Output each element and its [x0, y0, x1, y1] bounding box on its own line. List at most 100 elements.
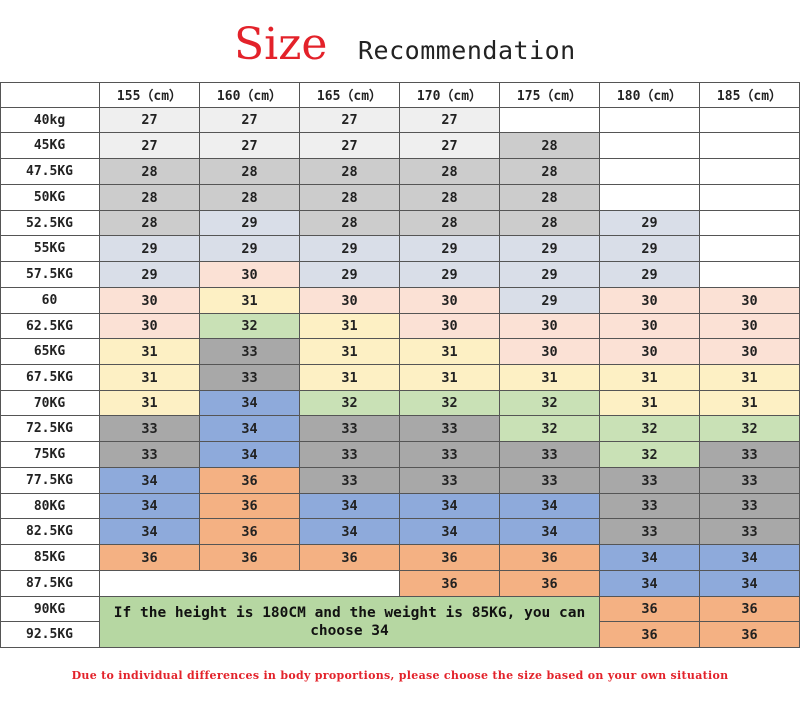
size-cell: 31 [600, 365, 700, 391]
size-cell: 29 [500, 288, 600, 314]
size-table: 155（cm） 160（cm） 165（cm） 170（cm） 175（cm） 180（c… [0, 82, 800, 648]
size-cell: 32 [200, 314, 300, 339]
size-cell: 32 [600, 442, 700, 468]
empty-cell [600, 159, 700, 185]
size-cell: 28 [400, 185, 500, 211]
recommendation-note: If the height is 180CM and the weight is… [100, 597, 600, 648]
height-header: 180（cm） [600, 82, 700, 108]
size-cell: 34 [400, 494, 500, 519]
size-cell: 30 [500, 314, 600, 339]
size-cell: 29 [600, 211, 700, 236]
size-cell: 36 [400, 545, 500, 571]
size-cell: 32 [500, 391, 600, 416]
size-cell: 34 [200, 391, 300, 416]
size-cell: 27 [200, 108, 300, 133]
size-cell: 36 [100, 545, 200, 571]
size-cell: 31 [600, 391, 700, 416]
size-cell: 29 [300, 236, 400, 262]
size-cell: 27 [100, 133, 200, 159]
size-cell: 31 [300, 339, 400, 365]
weight-label: 47.5KG [0, 159, 100, 185]
size-cell: 31 [700, 391, 800, 416]
size-cell: 34 [100, 519, 200, 545]
size-cell: 33 [300, 442, 400, 468]
size-cell: 30 [500, 339, 600, 365]
size-cell: 36 [700, 622, 800, 648]
size-cell: 33 [300, 416, 400, 442]
weight-label: 65KG [0, 339, 100, 365]
weight-label: 55KG [0, 236, 100, 262]
weight-label: 50KG [0, 185, 100, 211]
size-cell: 33 [400, 416, 500, 442]
size-cell: 30 [600, 339, 700, 365]
size-cell: 33 [600, 468, 700, 494]
height-header: 165（cm） [300, 82, 400, 108]
weight-label: 45KG [0, 133, 100, 159]
size-cell: 36 [200, 468, 300, 494]
size-cell: 30 [700, 339, 800, 365]
size-cell: 31 [100, 365, 200, 391]
empty-cell [700, 185, 800, 211]
size-cell: 28 [400, 211, 500, 236]
size-cell: 30 [400, 288, 500, 314]
size-cell: 36 [600, 597, 700, 622]
footer-disclaimer: Due to individual differences in body pr… [71, 668, 729, 682]
size-cell: 34 [100, 468, 200, 494]
size-cell: 30 [100, 288, 200, 314]
size-cell: 30 [700, 314, 800, 339]
empty-cell [700, 108, 800, 133]
size-cell: 33 [700, 519, 800, 545]
empty-cell [100, 571, 400, 597]
size-cell: 30 [200, 262, 300, 288]
table-corner [0, 82, 100, 108]
size-cell: 33 [400, 468, 500, 494]
size-cell: 36 [400, 571, 500, 597]
size-cell: 28 [500, 159, 600, 185]
size-cell: 33 [100, 442, 200, 468]
size-cell: 31 [100, 391, 200, 416]
size-cell: 34 [400, 519, 500, 545]
size-cell: 34 [300, 494, 400, 519]
size-cell: 29 [500, 236, 600, 262]
weight-label: 40kg [0, 108, 100, 133]
size-cell: 28 [100, 211, 200, 236]
weight-label: 82.5KG [0, 519, 100, 545]
weight-label: 72.5KG [0, 416, 100, 442]
size-cell: 34 [300, 519, 400, 545]
size-cell: 31 [500, 365, 600, 391]
size-cell: 28 [100, 159, 200, 185]
size-cell: 27 [400, 133, 500, 159]
size-cell: 30 [700, 288, 800, 314]
empty-cell [700, 159, 800, 185]
weight-label: 67.5KG [0, 365, 100, 391]
size-cell: 27 [300, 133, 400, 159]
size-cell: 36 [700, 597, 800, 622]
size-cell: 28 [100, 185, 200, 211]
size-cell: 31 [100, 339, 200, 365]
size-cell: 32 [500, 416, 600, 442]
size-cell: 34 [200, 442, 300, 468]
empty-cell [700, 236, 800, 262]
title-size: Size [234, 19, 328, 70]
empty-cell [700, 133, 800, 159]
size-cell: 29 [400, 236, 500, 262]
size-cell: 34 [200, 416, 300, 442]
size-cell: 31 [400, 365, 500, 391]
size-cell: 33 [700, 494, 800, 519]
size-cell: 29 [600, 236, 700, 262]
empty-cell [700, 262, 800, 288]
weight-label: 87.5KG [0, 571, 100, 597]
size-cell: 28 [500, 211, 600, 236]
weight-label: 57.5KG [0, 262, 100, 288]
size-cell: 34 [700, 571, 800, 597]
size-cell: 33 [400, 442, 500, 468]
size-cell: 28 [500, 185, 600, 211]
size-cell: 27 [300, 108, 400, 133]
size-cell: 32 [300, 391, 400, 416]
size-cell: 33 [500, 442, 600, 468]
size-cell: 29 [100, 262, 200, 288]
size-cell: 33 [700, 442, 800, 468]
size-cell: 29 [200, 236, 300, 262]
weight-label: 75KG [0, 442, 100, 468]
weight-label: 90KG [0, 597, 100, 622]
